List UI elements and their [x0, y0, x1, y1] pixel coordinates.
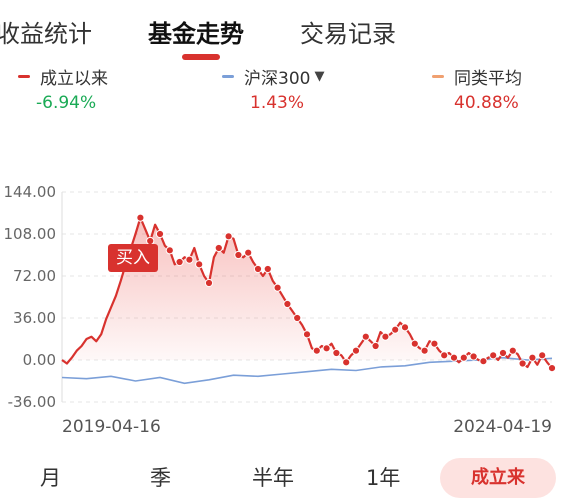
trade-marker-dot: [449, 353, 459, 362]
period-selector: 月 季 半年 1年 成立来: [0, 452, 562, 500]
trade-marker-dot: [283, 299, 292, 309]
legend-label: 同类平均: [454, 69, 522, 89]
y-tick-label: 144.00: [4, 183, 57, 201]
trade-marker-dot: [430, 339, 439, 348]
tab-trade-records[interactable]: 交易记录: [300, 20, 396, 48]
fund-trend-chart[interactable]: 144.00 108.00 72.00 36.00 0.00 -36.00 2019-04-…: [0, 170, 562, 440]
trade-marker-dot: [489, 351, 498, 360]
period-quarter[interactable]: 季: [150, 466, 171, 490]
trade-marker-dot: [332, 348, 341, 358]
trade-marker-dot: [528, 353, 537, 362]
tab-fund-trend[interactable]: 基金走势: [148, 20, 244, 48]
y-tick-label: 108.00: [4, 225, 57, 243]
trade-marker-dot: [185, 255, 194, 264]
trade-marker-dot: [518, 359, 527, 368]
trade-marker-dot: [469, 352, 478, 361]
buy-marker-label: 买入: [108, 244, 158, 272]
tab-bar: 收益统计 基金走势 交易记录: [0, 0, 562, 62]
trade-marker-dot: [391, 325, 400, 334]
trade-marker-dot: [498, 348, 508, 358]
legend-peer-average[interactable]: 同类平均 40.88%: [432, 64, 522, 114]
trade-marker-dot: [479, 357, 488, 366]
trade-marker-dot: [351, 346, 361, 355]
trade-marker-dot: [263, 264, 272, 274]
trade-marker-dot: [547, 363, 557, 373]
trade-marker-dot: [440, 351, 449, 360]
trade-marker-dot: [165, 246, 174, 255]
y-tick-label: 0.00: [23, 351, 56, 369]
trade-marker-dot: [361, 332, 370, 341]
legend-value: -6.94%: [36, 93, 97, 113]
trade-marker-dot: [459, 353, 468, 362]
trade-marker-dot: [400, 323, 410, 332]
trade-marker-dot: [538, 351, 547, 360]
legend-value: 40.88%: [454, 93, 519, 113]
trade-marker-dot: [253, 264, 263, 274]
trade-marker-dot: [420, 346, 429, 355]
trade-marker-dot: [204, 278, 214, 288]
trade-marker-dot: [155, 229, 165, 239]
period-one-year[interactable]: 1年: [366, 466, 401, 490]
trade-marker-dot: [136, 213, 145, 222]
trade-marker-dot: [214, 243, 223, 253]
trade-marker-dot: [410, 339, 419, 348]
caret-down-icon[interactable]: ▼: [314, 69, 325, 84]
trade-marker-dot: [273, 283, 282, 292]
trade-marker-dot: [322, 344, 331, 353]
legend-csi300[interactable]: 沪深300 ▼ 1.43%: [222, 64, 324, 114]
trade-marker-dot: [381, 332, 390, 341]
period-month[interactable]: 月: [40, 466, 61, 490]
trade-marker-dot: [302, 330, 312, 339]
y-tick-label: 36.00: [13, 309, 56, 327]
trade-marker-dot: [175, 257, 184, 267]
trade-marker-dot: [508, 346, 517, 355]
legend-swatch: [222, 75, 234, 78]
trade-marker-dot: [293, 313, 302, 323]
period-since-inception[interactable]: 成立来: [440, 458, 556, 498]
legend-value: 1.43%: [250, 93, 305, 113]
trade-marker-dot: [312, 346, 321, 355]
trade-marker-dot: [195, 260, 204, 269]
legend-swatch: [18, 75, 30, 78]
trade-marker-dot: [234, 250, 243, 260]
period-half-year[interactable]: 半年: [252, 466, 294, 490]
tab-income-stats[interactable]: 收益统计: [0, 20, 92, 48]
legend-label: 成立以来: [40, 69, 108, 89]
x-tick-label: 2024-04-19: [453, 417, 552, 437]
trade-marker-dot: [342, 358, 351, 367]
series-area-fill: [62, 217, 552, 369]
active-tab-indicator: [182, 54, 220, 60]
x-tick-label: 2019-04-16: [62, 417, 161, 437]
legend-since-inception[interactable]: 成立以来 -6.94%: [18, 64, 108, 114]
trade-marker-dot: [224, 232, 233, 241]
y-tick-label: -36.00: [8, 393, 56, 411]
series-line-csi300: [61, 356, 553, 385]
legend-label: 沪深300: [244, 69, 311, 89]
legend-swatch: [432, 75, 444, 78]
trade-marker-dot: [244, 248, 253, 257]
trade-marker-dot: [371, 341, 380, 351]
y-tick-label: 72.00: [13, 267, 56, 285]
